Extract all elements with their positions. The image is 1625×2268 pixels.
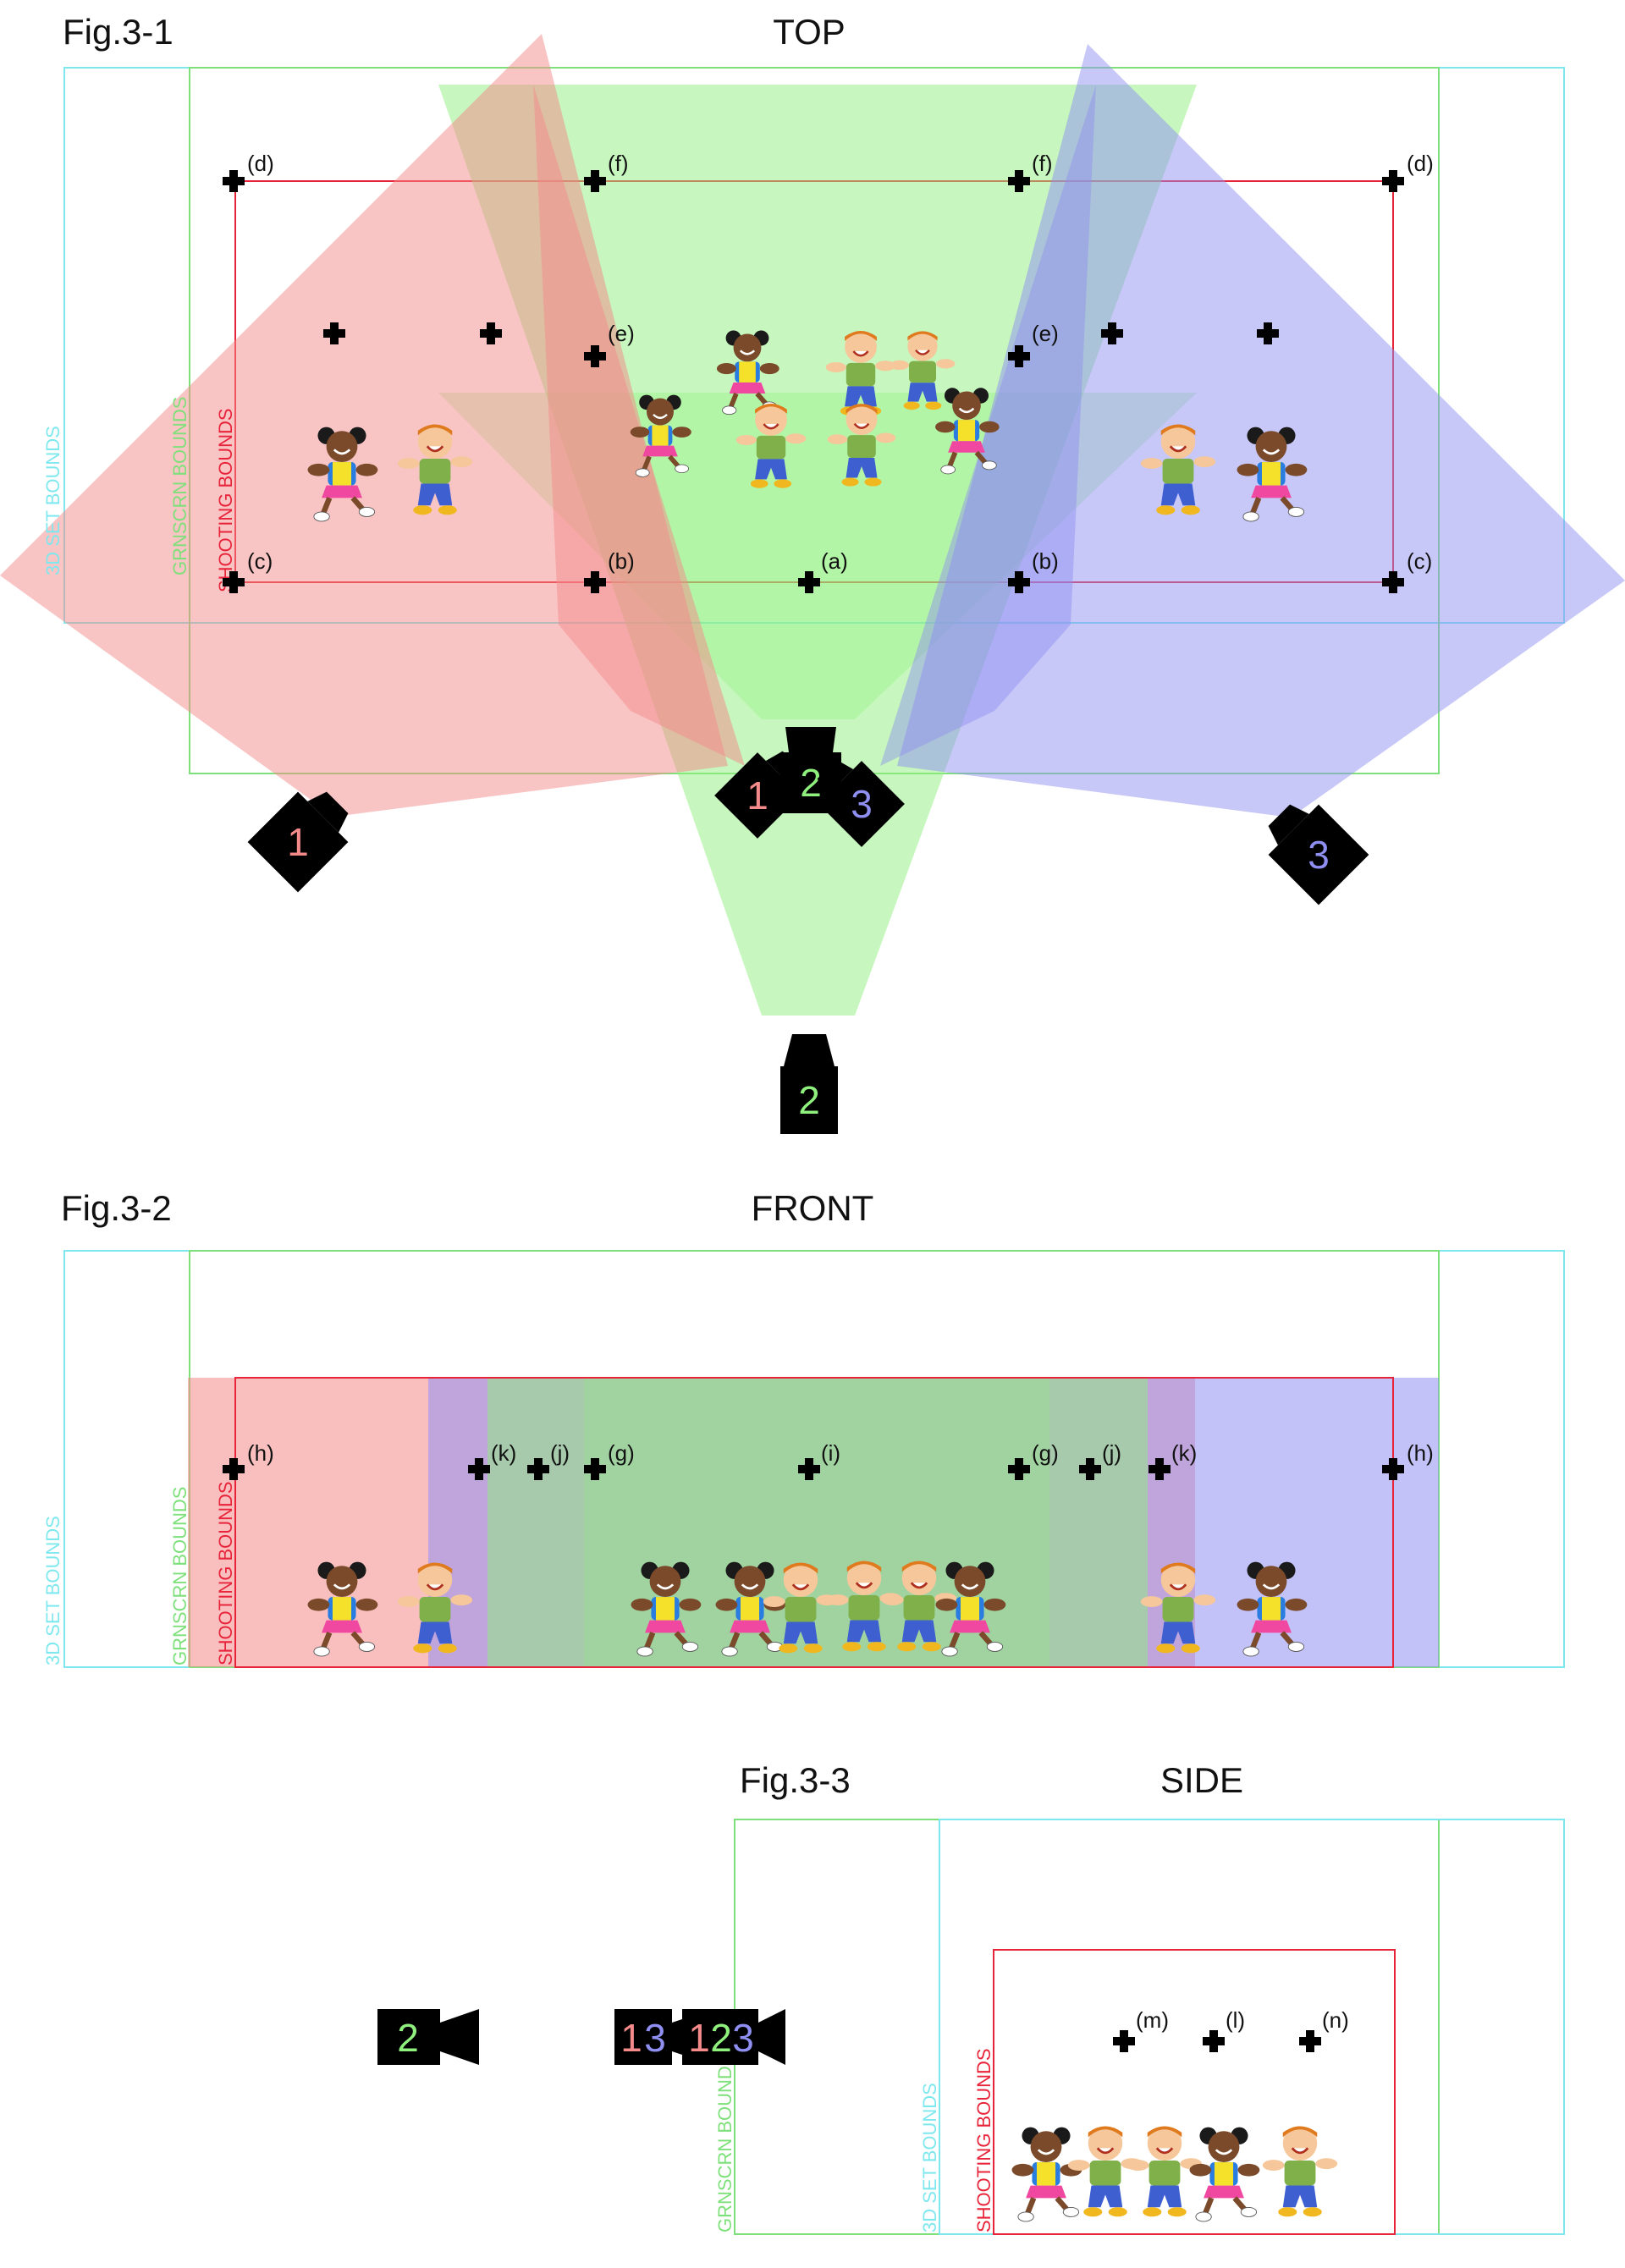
side-camera-123-label-3: 3 — [732, 2016, 754, 2060]
label-j-right: (j) — [1102, 1440, 1121, 1466]
label-i: (i) — [821, 1440, 840, 1466]
boy-cartoon-icon — [1261, 2124, 1339, 2218]
label-g-right: (g) — [1032, 1440, 1059, 1466]
label-h-right: (h) — [1407, 1440, 1434, 1466]
cam1-near-frustum — [533, 85, 745, 766]
camera-3-far-label: 3 — [1308, 833, 1330, 877]
side-camera-13-label-3: 3 — [644, 2016, 666, 2060]
top-title: TOP — [773, 12, 846, 52]
label-l: (l) — [1226, 2007, 1245, 2033]
fig-3-1-label: Fig.3-1 — [63, 12, 174, 52]
cam2-coverage-band — [488, 1378, 1148, 1667]
marker-d-right — [1382, 170, 1404, 192]
set-bounds-label: 3D SET BOUNDS — [42, 1516, 63, 1665]
label-e-left: (e) — [608, 321, 635, 346]
side-camera-123-label-2: 2 — [710, 2016, 732, 2060]
camera-2-near-label: 2 — [800, 761, 822, 805]
marker-n — [1299, 2030, 1321, 2052]
label-b-right: (b) — [1032, 548, 1059, 574]
set-bounds-label: 3D SET BOUNDS — [919, 2083, 940, 2232]
label-a: (a) — [821, 548, 848, 574]
set-bounds-label: 3D SET BOUNDS — [42, 426, 63, 575]
side-camera-13-icon: 1 3 — [614, 2009, 682, 2065]
label-e-right: (e) — [1032, 321, 1059, 346]
cam2-far-frustum — [438, 85, 1197, 1016]
shooting-bounds-box — [234, 1377, 1394, 1668]
label-k-right: (k) — [1171, 1440, 1197, 1466]
fig-3-3-label: Fig.3-3 — [740, 1760, 851, 1800]
girl-cartoon-icon — [1012, 2128, 1082, 2221]
camera-1-near-label: 1 — [746, 773, 768, 817]
girl-cartoon-icon — [1190, 2128, 1260, 2221]
front-title: FRONT — [752, 1188, 874, 1228]
shooting-bounds-label: SHOOTING BOUNDS — [973, 2048, 994, 2232]
label-c-right: (c) — [1407, 548, 1432, 574]
label-j-left: (j) — [550, 1440, 570, 1466]
label-m: (m) — [1136, 2007, 1169, 2033]
side-title: SIDE — [1160, 1760, 1243, 1800]
shooting-bounds-label: SHOOTING BOUNDS — [215, 408, 236, 592]
label-f-left: (f) — [608, 151, 629, 176]
side-camera-2-icon: 2 — [377, 2009, 479, 2065]
fig-3-1-top-view: Fig.3-1 TOP 3D SET BOUNDS GRNSCRN BOUNDS… — [0, 12, 1625, 1134]
label-c-left: (c) — [247, 548, 273, 574]
fig-3-2-front-view: Fig.3-2 FRONT 3D SET BOUNDS GRNSCRN BOUN… — [42, 1188, 1565, 1668]
label-n: (n) — [1322, 2007, 1349, 2033]
camera-2-near-icon: 2 — [780, 727, 841, 813]
label-d-right: (d) — [1407, 151, 1434, 176]
grnscrn-bounds-label: GRNSCRN BOUNDS — [714, 2054, 735, 2232]
camera-1-far-label: 1 — [287, 820, 309, 864]
side-camera-123-label-1: 1 — [688, 2016, 710, 2060]
label-d-left: (d) — [247, 151, 274, 176]
fig-3-3-side-view: Fig.3-3 SIDE GRNSCRN BOUNDS 3D SET BOUND… — [377, 1760, 1565, 2235]
side-camera-2-label: 2 — [397, 2016, 419, 2060]
camera-2-far-label: 2 — [798, 1078, 820, 1122]
label-f-right: (f) — [1032, 151, 1053, 176]
shooting-bounds-label: SHOOTING BOUNDS — [215, 1481, 236, 1665]
label-k-left: (k) — [491, 1440, 516, 1466]
shooting-bounds-box — [993, 1949, 1396, 2235]
grnscrn-bounds-label: GRNSCRN BOUNDS — [169, 1487, 190, 1665]
label-b-left: (b) — [608, 548, 635, 574]
label-h-left: (h) — [247, 1440, 274, 1466]
grnscrn-bounds-label: GRNSCRN BOUNDS — [169, 397, 190, 575]
side-camera-13-label-1: 1 — [620, 2016, 642, 2060]
camera-2-far-icon: 2 — [780, 1034, 838, 1134]
fig-3-2-label: Fig.3-2 — [61, 1188, 172, 1228]
marker-d-left — [223, 170, 245, 192]
camera-3-near-label: 3 — [851, 782, 873, 826]
label-g-left: (g) — [608, 1440, 635, 1466]
marker-l — [1203, 2030, 1225, 2052]
side-camera-123-icon: 1 2 3 — [682, 2009, 785, 2065]
marker-m — [1113, 2030, 1135, 2052]
